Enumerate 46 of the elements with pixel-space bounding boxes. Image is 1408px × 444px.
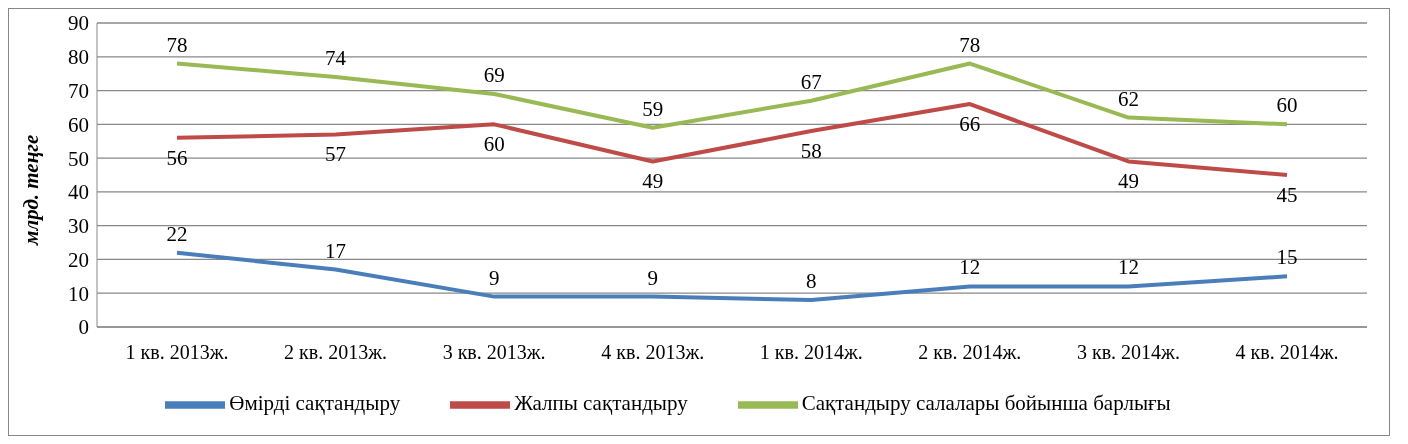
data-label: 66	[959, 111, 981, 136]
y-tick-label: 50	[68, 146, 89, 171]
data-label: 58	[800, 139, 822, 163]
x-tick-label: 2 кв. 2014ж.	[918, 341, 1022, 364]
y-axis-title: млрд. теңге	[19, 134, 44, 246]
x-tick-label: 4 кв. 2013ж.	[601, 341, 705, 364]
data-label: 57	[325, 142, 347, 167]
data-label: 60	[1276, 93, 1298, 118]
y-tick-label: 30	[68, 214, 89, 239]
x-tick-label: 2 кв. 2013ж.	[284, 341, 388, 364]
data-label: 56	[166, 145, 188, 170]
x-tick-label: 1 кв. 2013ж.	[125, 341, 229, 364]
data-label: 67	[800, 69, 822, 94]
x-tick-label: 4 кв. 2014ж.	[1235, 341, 1339, 364]
data-label: 17	[325, 238, 347, 263]
y-tick-label: 80	[68, 45, 89, 70]
y-tick-label: 10	[68, 281, 89, 306]
data-label: 8	[806, 268, 817, 293]
data-label: 9	[488, 265, 500, 290]
data-label: 45	[1276, 182, 1298, 207]
data-label: 60	[483, 132, 505, 157]
y-tick-label: 70	[68, 79, 89, 104]
data-label: 62	[1117, 86, 1139, 111]
data-label: 12	[1117, 255, 1139, 280]
data-label: 78	[166, 32, 188, 57]
data-label: 12	[959, 255, 981, 280]
y-tick-label: 60	[68, 112, 89, 137]
data-label: 9	[647, 265, 658, 290]
data-label: 49	[1117, 169, 1139, 194]
data-label: 22	[166, 221, 188, 246]
y-tick-label: 0	[78, 315, 89, 340]
data-label: 59	[642, 96, 664, 121]
data-label: 15	[1276, 245, 1298, 270]
legend-label: Жалпы сақтандыру	[514, 390, 688, 415]
x-tick-label: 3 кв. 2014ж.	[1076, 341, 1180, 364]
legend-label: Сақтандыру салалары бойынша барлығы	[801, 390, 1171, 415]
data-label: 49	[642, 169, 664, 194]
y-tick-label: 90	[68, 11, 89, 36]
y-tick-label: 20	[68, 247, 89, 272]
x-tick-label: 3 кв. 2013ж.	[442, 341, 546, 364]
data-label: 69	[483, 62, 505, 87]
x-tick-label: 1 кв. 2014ж.	[759, 341, 863, 364]
y-tick-label: 40	[68, 180, 89, 205]
data-label: 78	[959, 32, 981, 57]
data-label: 74	[325, 46, 347, 71]
legend-label: Өмірді сақтандыру	[229, 390, 401, 415]
